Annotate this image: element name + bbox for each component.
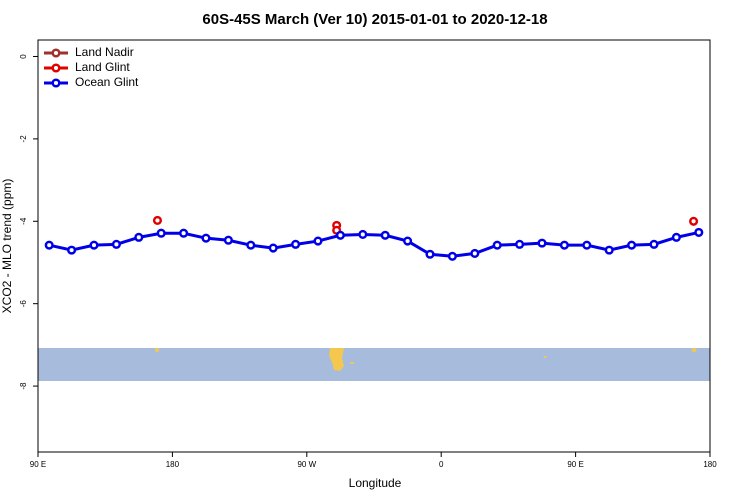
data-point — [689, 216, 699, 226]
y-tick-label: -8 — [19, 382, 28, 390]
data-point — [134, 232, 144, 242]
data-point — [403, 236, 413, 246]
data-point — [246, 240, 256, 250]
data-point — [291, 239, 301, 249]
data-point — [179, 228, 189, 238]
legend-marker — [51, 63, 61, 73]
data-point — [201, 233, 211, 243]
data-point — [380, 230, 390, 240]
y-tick-label: 0 — [19, 54, 28, 59]
data-point — [223, 235, 233, 245]
ocean-band — [38, 348, 710, 381]
data-point — [515, 239, 525, 249]
y-tick-label: -2 — [19, 135, 28, 143]
data-point — [447, 251, 457, 261]
data-point — [268, 243, 278, 253]
data-point — [67, 245, 77, 255]
data-point — [582, 240, 592, 250]
plot-frame — [37, 39, 711, 453]
x-tick-label: 0 — [439, 460, 444, 469]
data-point — [671, 232, 681, 242]
legend-label: Land Glint — [75, 60, 130, 74]
y-axis-label: XCO2 - MLO trend (ppm) — [0, 179, 14, 314]
data-point — [313, 236, 323, 246]
x-tick-label: 180 — [703, 460, 717, 469]
data-point — [470, 248, 480, 258]
data-point — [627, 240, 637, 250]
land-blob — [329, 348, 344, 371]
x-tick-label: 90 E — [30, 460, 46, 469]
data-point — [649, 239, 659, 249]
land-blob — [543, 356, 547, 358]
x-tick-label: 90 E — [567, 460, 583, 469]
chart-title: 60S-45S March (Ver 10) 2015-01-01 to 202… — [202, 11, 547, 28]
legend-label: Ocean Glint — [75, 75, 139, 89]
legend-marker — [51, 78, 61, 88]
data-point — [152, 215, 163, 226]
data-point — [156, 228, 166, 238]
data-point — [335, 230, 345, 240]
data-point — [492, 240, 502, 250]
land-blob — [155, 348, 159, 352]
y-tick-label: -6 — [19, 300, 28, 308]
data-point — [89, 240, 99, 250]
series-line — [48, 230, 700, 258]
data-point — [559, 240, 569, 250]
x-axis-label: Longitude — [349, 476, 402, 490]
data-point — [537, 238, 547, 248]
data-point — [44, 240, 54, 250]
legend-label: Land Nadir — [75, 45, 134, 59]
map-strip — [38, 348, 710, 381]
data-point — [358, 229, 368, 240]
x-tick-label: 90 W — [297, 460, 316, 469]
legend-marker — [51, 48, 61, 58]
x-tick-label: 180 — [166, 460, 180, 469]
data-point — [694, 227, 704, 237]
data-point — [604, 245, 614, 255]
land-blob — [691, 348, 697, 352]
data-point — [111, 239, 121, 249]
land-blob — [350, 362, 354, 364]
data-point — [425, 249, 435, 259]
y-tick-label: -4 — [19, 217, 28, 225]
